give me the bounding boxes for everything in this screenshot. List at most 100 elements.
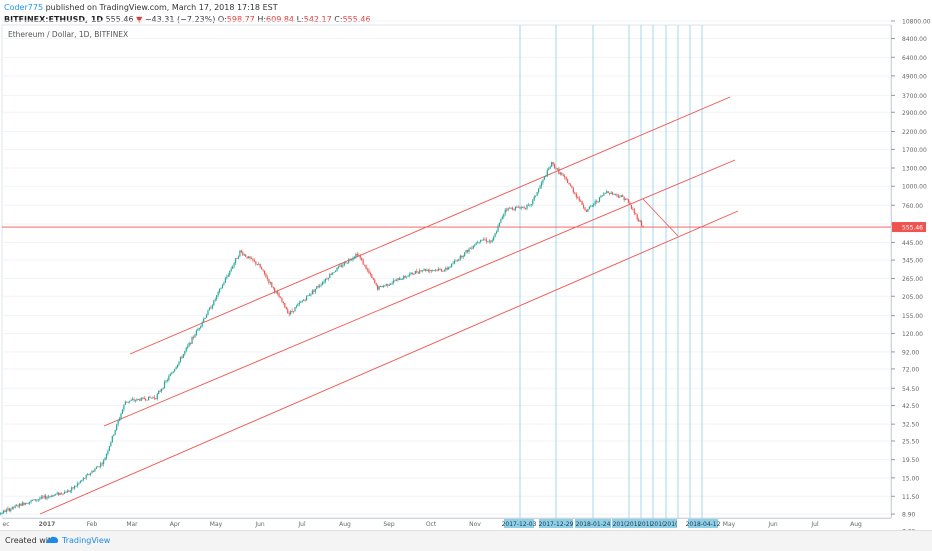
candle-body bbox=[474, 244, 476, 246]
date-badge-label: 2018-04-12 bbox=[686, 521, 721, 528]
candle-body bbox=[611, 192, 614, 195]
candle-body bbox=[603, 193, 605, 196]
candle-body bbox=[56, 492, 58, 494]
candle-body bbox=[453, 260, 456, 264]
candle-body bbox=[292, 311, 295, 312]
candle-body bbox=[253, 260, 255, 262]
price-tick-label: 2200.00 bbox=[902, 129, 927, 136]
candle-body bbox=[194, 334, 196, 338]
plot-area[interactable] bbox=[1, 24, 892, 519]
candle-body bbox=[333, 272, 335, 273]
candle-body bbox=[34, 499, 37, 501]
candle-body bbox=[582, 204, 585, 208]
candle-body bbox=[498, 222, 501, 227]
candle-body bbox=[559, 172, 561, 174]
candle-body bbox=[337, 266, 340, 268]
candle-body bbox=[375, 283, 377, 285]
candle-body bbox=[403, 275, 405, 280]
price-tick-label: 3700.00 bbox=[902, 93, 927, 100]
candle-body bbox=[82, 478, 84, 481]
candle-body bbox=[345, 262, 347, 264]
candle-body bbox=[261, 267, 263, 270]
price-tick-label: 205.00 bbox=[902, 294, 923, 301]
last-price: 555.46 bbox=[105, 15, 134, 24]
candle-body bbox=[516, 206, 518, 208]
channel-line bbox=[129, 96, 731, 355]
candle-body bbox=[298, 302, 300, 305]
candle-body bbox=[580, 200, 582, 202]
candle-body bbox=[552, 162, 554, 165]
candle-body bbox=[596, 201, 598, 203]
candle-body bbox=[619, 196, 621, 198]
author-link[interactable]: Coder775 bbox=[4, 3, 44, 12]
candle-body bbox=[163, 381, 166, 389]
candle-body bbox=[408, 273, 411, 276]
candle-body bbox=[50, 496, 52, 498]
time-tick-label: Jun bbox=[767, 521, 778, 528]
candle-body bbox=[590, 205, 592, 207]
candle-body bbox=[401, 279, 403, 280]
date-badge-label: 201( bbox=[613, 521, 627, 528]
candle-body bbox=[352, 257, 354, 260]
candle-body bbox=[627, 199, 630, 203]
candle-body bbox=[91, 471, 93, 474]
candle-body bbox=[597, 201, 599, 203]
candle-body bbox=[548, 168, 550, 171]
time-tick-label: Mar bbox=[126, 521, 138, 528]
price-axis[interactable]: 10800.00 8400.00 6400.00 4900.00 3700.00 2900… bbox=[891, 18, 932, 535]
candle-body bbox=[36, 499, 38, 501]
candle-body bbox=[577, 197, 579, 198]
candle-body bbox=[545, 176, 547, 177]
time-tick-label: Nov bbox=[469, 521, 481, 528]
candle-body bbox=[372, 277, 374, 280]
candle-body bbox=[156, 393, 158, 399]
publish-line: Coder775 published on TradingView.com, M… bbox=[4, 2, 371, 14]
candle-body bbox=[210, 307, 212, 309]
candle-body bbox=[224, 278, 226, 283]
candle-body bbox=[26, 502, 28, 504]
created-with-label: Created with bbox=[5, 536, 57, 545]
candle-body bbox=[330, 274, 332, 275]
candle-body bbox=[295, 305, 298, 308]
time-axis[interactable]: ec 2017 Feb Mar Apr May Jun Jul Aug Sep Oct Nov May J… bbox=[2, 518, 891, 529]
symbol-label: BITFINEX:ETHUSD, 1D bbox=[4, 15, 104, 24]
tradingview-link[interactable]: TradingView bbox=[62, 536, 111, 545]
price-tick-label: 1700.00 bbox=[902, 147, 927, 154]
candle-body bbox=[609, 193, 611, 194]
candle-body bbox=[581, 200, 583, 205]
candle-body bbox=[578, 197, 580, 201]
candle-body bbox=[613, 194, 615, 195]
candle-body bbox=[43, 495, 45, 498]
candle-body bbox=[385, 283, 387, 286]
candle-body bbox=[178, 361, 180, 365]
price-tick-label: 25.50 bbox=[902, 438, 919, 445]
candle-body bbox=[591, 205, 593, 207]
candle-body bbox=[420, 270, 422, 272]
time-tick-label: Jul bbox=[297, 521, 306, 528]
candle-body bbox=[288, 313, 290, 315]
candle-body bbox=[519, 207, 521, 209]
candle-body bbox=[181, 357, 183, 359]
candle-body bbox=[143, 397, 145, 400]
candle-body bbox=[462, 255, 464, 258]
channel-lines bbox=[2, 96, 891, 515]
candle-body bbox=[475, 242, 477, 245]
candle-body bbox=[161, 389, 163, 392]
candle-body bbox=[482, 239, 485, 241]
candle-body bbox=[449, 266, 451, 268]
candle-body bbox=[113, 434, 115, 436]
candle-body bbox=[308, 295, 311, 297]
candle-body bbox=[480, 239, 482, 242]
candle-body bbox=[390, 283, 392, 285]
candle-body bbox=[610, 192, 612, 194]
candle-body bbox=[101, 463, 103, 465]
candle-body bbox=[0, 513, 2, 515]
candle-body bbox=[543, 176, 545, 180]
candle-body bbox=[221, 284, 224, 289]
candle-body bbox=[258, 263, 260, 265]
candle-body bbox=[567, 179, 569, 183]
candle-body bbox=[123, 404, 125, 410]
candle-body bbox=[490, 240, 492, 242]
candle-body bbox=[368, 270, 370, 274]
